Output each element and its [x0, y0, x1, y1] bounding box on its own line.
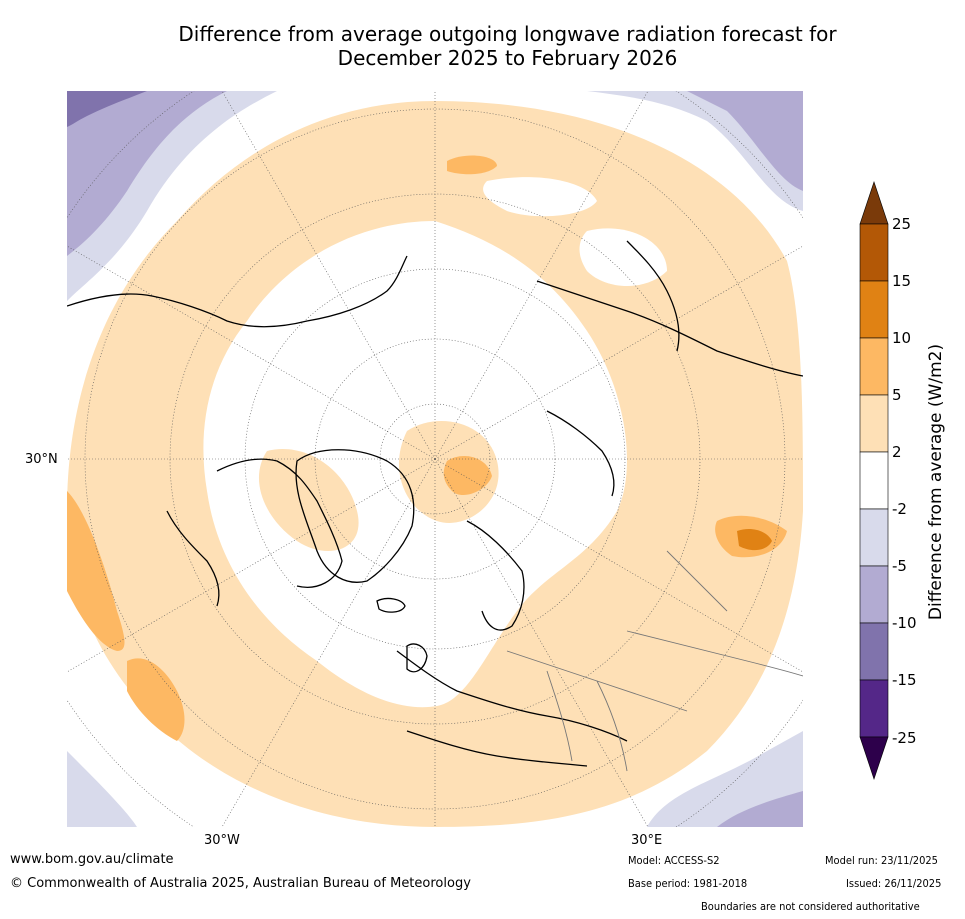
colorbar-extend-top [859, 181, 889, 225]
coast-siberia [536, 280, 803, 377]
map-title: Difference from average outgoing longwav… [120, 22, 895, 70]
footer-model: Model: ACCESS-S2 [628, 854, 720, 867]
anomaly-region-bottom-right-light [647, 731, 803, 827]
anomaly-patch-central-pacific [127, 658, 185, 741]
coast-greenland [295, 449, 415, 583]
footer-model-run: Model run: 23/11/2025 [825, 854, 938, 867]
coast-british-isles [406, 643, 428, 673]
colorbar-tick-15: 15 [892, 272, 912, 290]
footer-issued: Issued: 26/11/2025 [846, 877, 942, 890]
colorbar-band-m25-m15 [859, 679, 889, 738]
colorbar-tick-m5: -5 [892, 557, 907, 575]
coast-alaska [67, 255, 408, 328]
anomaly-region-top-right-mid [687, 91, 803, 191]
footer-copyright: © Commonwealth of Australia 2025, Austra… [10, 876, 471, 891]
colorbar-band-m5-m2 [859, 508, 889, 567]
coast-kamchatka [626, 240, 680, 352]
title-line-2: December 2025 to February 2026 [337, 46, 678, 70]
coast-iceland [376, 597, 406, 613]
neutral-pocket-north-pacific [483, 177, 597, 217]
colorbar-extend-bottom [859, 736, 889, 780]
colorbar-band-2-5 [859, 394, 889, 453]
colorbar-tick-5: 5 [892, 386, 902, 404]
colorbar-band-10-15 [859, 280, 889, 339]
colorbar-title: Difference from average (W/m2) [926, 343, 946, 621]
anomaly-region-bottom-right-mid [717, 791, 803, 827]
footer-base-period: Base period: 1981-2018 [628, 877, 748, 890]
lon-label-30w: 30°W [204, 833, 240, 848]
anomaly-region-greenland [258, 449, 359, 551]
anomaly-patch-north-atlantic [447, 155, 497, 175]
anomaly-patch-pacific [67, 491, 125, 651]
colorbar-band-m15-m10 [859, 622, 889, 681]
coast-europe [396, 650, 628, 742]
colorbar-tick-m25: -25 [892, 729, 917, 747]
colorbar-tick-m15: -15 [892, 671, 917, 689]
coast-scandinavia [466, 520, 525, 631]
colorbar-band-5-10 [859, 337, 889, 396]
colorbar-tick-10: 10 [892, 329, 912, 347]
coast-taymyr [546, 410, 615, 497]
colorbar-tick-2: 2 [892, 443, 902, 461]
anomaly-patch-east-asia [737, 529, 772, 551]
footer-disclaimer: Boundaries are not considered authoritat… [701, 900, 920, 913]
polar-map [67, 91, 803, 827]
colorbar-tick-m10: -10 [892, 614, 917, 632]
anomaly-region-top-left-mid [67, 91, 227, 256]
colorbar-tick-m2: -2 [892, 500, 907, 518]
anomaly-region-bottom-left-light [67, 751, 137, 827]
coastlines [67, 240, 803, 767]
colorbar-band-neutral [859, 451, 889, 510]
borders [506, 550, 803, 772]
title-line-1: Difference from average outgoing longwav… [178, 22, 837, 46]
lon-label-30e: 30°E [631, 833, 663, 848]
colorbar-band-m10-m5 [859, 565, 889, 624]
coast-mediterranean [406, 730, 588, 767]
footer-website: www.bom.gov.au/climate [10, 852, 174, 867]
neutral-pocket-bering [579, 228, 667, 286]
colorbar-tick-25: 25 [892, 215, 912, 233]
graticule [67, 91, 803, 827]
colorbar [859, 181, 889, 780]
anomaly-patch-arctic-centre [443, 456, 492, 496]
anomaly-region-top-left-dark [67, 91, 147, 127]
coast-hudson [166, 510, 220, 607]
lat-label-30n: 30°N [25, 452, 58, 467]
colorbar-band-15-25 [859, 223, 889, 282]
